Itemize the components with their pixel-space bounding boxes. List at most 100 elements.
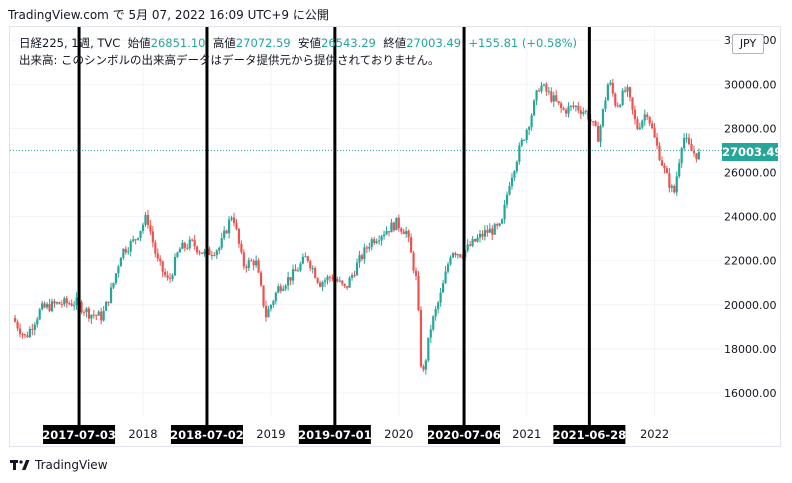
candle-body bbox=[370, 239, 373, 248]
marker-date-label: 2020-07-06 bbox=[427, 428, 501, 442]
candle-body bbox=[532, 100, 536, 116]
candle-body bbox=[252, 260, 255, 266]
candle-body bbox=[560, 103, 563, 109]
legend-open-label: 始値 bbox=[127, 36, 151, 50]
candle-body bbox=[574, 105, 578, 107]
candles bbox=[14, 79, 700, 375]
candle-body bbox=[257, 260, 260, 273]
candle-body bbox=[350, 275, 354, 278]
candle-body bbox=[660, 160, 664, 166]
candle-body bbox=[291, 269, 295, 281]
candle-body bbox=[520, 139, 523, 146]
legend-symbol: 日経225, 1週, TVC bbox=[19, 36, 121, 50]
candle-body bbox=[156, 253, 159, 259]
candle-body bbox=[65, 298, 68, 304]
candle-body bbox=[55, 302, 59, 304]
candle-body bbox=[380, 236, 383, 241]
candle-body bbox=[609, 82, 612, 85]
candle-body bbox=[28, 328, 31, 338]
chart-frame[interactable] bbox=[9, 26, 781, 447]
currency-button[interactable]: JPY bbox=[732, 34, 764, 54]
candle-body bbox=[628, 87, 632, 98]
candle-body bbox=[466, 244, 469, 251]
candle-body bbox=[45, 304, 49, 308]
candle-body bbox=[582, 111, 585, 114]
last-price-label: 27003.49 bbox=[722, 143, 783, 161]
candle-body bbox=[417, 275, 420, 310]
candle-body bbox=[631, 97, 634, 110]
candle-body bbox=[26, 335, 29, 338]
candle-body bbox=[557, 101, 560, 104]
candle-body bbox=[614, 93, 617, 106]
candle-body bbox=[579, 110, 582, 114]
candle-body bbox=[319, 282, 322, 287]
candle-body bbox=[405, 230, 408, 235]
candle-body bbox=[368, 247, 371, 249]
candle-body bbox=[171, 275, 174, 279]
marker-label-box bbox=[428, 425, 501, 444]
candle-body bbox=[208, 248, 211, 255]
candle-body bbox=[139, 230, 142, 238]
y-tick-label: 26000.00 bbox=[724, 167, 777, 180]
candle-body bbox=[503, 204, 506, 220]
candle-body bbox=[119, 257, 122, 267]
candle-body bbox=[673, 185, 676, 193]
candle-body bbox=[483, 230, 486, 237]
candle-body bbox=[127, 251, 130, 253]
candle-body bbox=[481, 233, 484, 237]
candle-body bbox=[547, 91, 550, 93]
candle-body bbox=[277, 286, 280, 293]
candle-body bbox=[446, 264, 450, 272]
candle-body bbox=[360, 255, 364, 260]
candle-body bbox=[215, 250, 218, 256]
candle-body bbox=[107, 301, 110, 303]
candle-body bbox=[501, 219, 504, 224]
candle-body bbox=[540, 85, 543, 92]
candle-body bbox=[346, 285, 349, 288]
candle-body bbox=[537, 90, 541, 92]
candle-body bbox=[304, 256, 307, 258]
candle-body bbox=[611, 82, 614, 94]
candle-body bbox=[692, 151, 696, 154]
candle-body bbox=[459, 254, 462, 258]
candle-body bbox=[441, 283, 445, 293]
candle-body bbox=[287, 277, 290, 286]
candle-body bbox=[80, 301, 83, 313]
candle-body bbox=[289, 277, 292, 281]
candle-body bbox=[154, 242, 157, 254]
candle-body bbox=[358, 255, 361, 263]
candle-body bbox=[141, 224, 145, 231]
candle-body bbox=[21, 334, 24, 336]
candle-body bbox=[43, 303, 46, 308]
candle-body bbox=[117, 266, 120, 274]
candle-body bbox=[456, 254, 459, 256]
candle-body bbox=[183, 242, 186, 248]
footer-brand[interactable]: TradingView bbox=[10, 458, 108, 472]
candle-body bbox=[136, 237, 140, 240]
candle-body bbox=[146, 214, 150, 226]
candle-body bbox=[695, 153, 698, 160]
candle-body bbox=[414, 270, 418, 276]
candle-body bbox=[471, 238, 474, 246]
candle-body bbox=[697, 151, 700, 160]
candle-body bbox=[515, 161, 518, 172]
candle-body bbox=[232, 217, 236, 224]
candle-body bbox=[18, 328, 22, 335]
marker-date-label: 2019-07-01 bbox=[298, 428, 372, 442]
candle-body bbox=[410, 237, 413, 253]
candle-body bbox=[210, 254, 213, 256]
candle-body bbox=[451, 253, 455, 258]
candle-body bbox=[282, 288, 285, 291]
candle-body bbox=[542, 84, 546, 86]
candle-body bbox=[478, 233, 482, 238]
candle-body bbox=[545, 84, 548, 92]
candle-body bbox=[476, 237, 479, 242]
candle-body bbox=[255, 260, 258, 266]
x-tick-label: 2019 bbox=[256, 427, 285, 441]
candle-body bbox=[188, 239, 191, 249]
publish-header: TradingView.com で 5月 07, 2022 16:09 UTC+… bbox=[8, 8, 329, 22]
candle-body bbox=[33, 324, 36, 330]
candle-body bbox=[419, 309, 423, 367]
